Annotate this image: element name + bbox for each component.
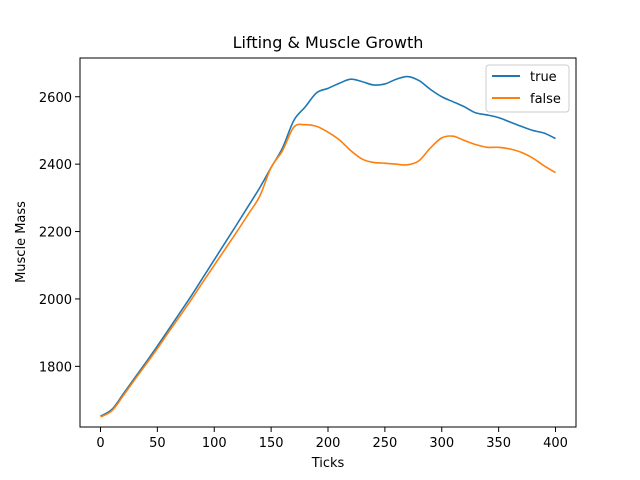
y-tick-label: 2200 (39, 226, 72, 241)
legend-label-true: true (530, 70, 557, 85)
x-tick-label: 350 (486, 436, 511, 451)
series-line-true (100, 75, 556, 417)
plot-area (80, 58, 576, 427)
y-tick-label: 2600 (39, 91, 72, 106)
x-tick-label: 0 (96, 436, 104, 451)
chart-title: Lifting & Muscle Growth (233, 33, 424, 52)
series-layer (100, 75, 556, 418)
y-axis-label: Muscle Mass (14, 201, 29, 283)
legend: true false (485, 64, 570, 113)
x-tick-label: 400 (543, 436, 568, 451)
x-axis-ticks: 0 50 100 150 200 250 300 350 400 (96, 427, 568, 451)
y-tick-label: 2000 (39, 293, 72, 308)
x-tick-label: 50 (149, 436, 166, 451)
x-tick-label: 200 (316, 436, 341, 451)
x-axis-label: Ticks (311, 456, 345, 471)
legend-label-false: false (530, 92, 561, 107)
x-tick-label: 150 (259, 436, 284, 451)
y-tick-label: 1800 (39, 360, 72, 375)
y-tick-label: 2400 (39, 158, 72, 173)
x-tick-label: 300 (429, 436, 454, 451)
x-tick-label: 250 (372, 436, 397, 451)
series-line-false (100, 123, 556, 418)
x-tick-label: 100 (202, 436, 227, 451)
y-axis-ticks: 1800 2000 2200 2400 2600 (39, 91, 80, 375)
